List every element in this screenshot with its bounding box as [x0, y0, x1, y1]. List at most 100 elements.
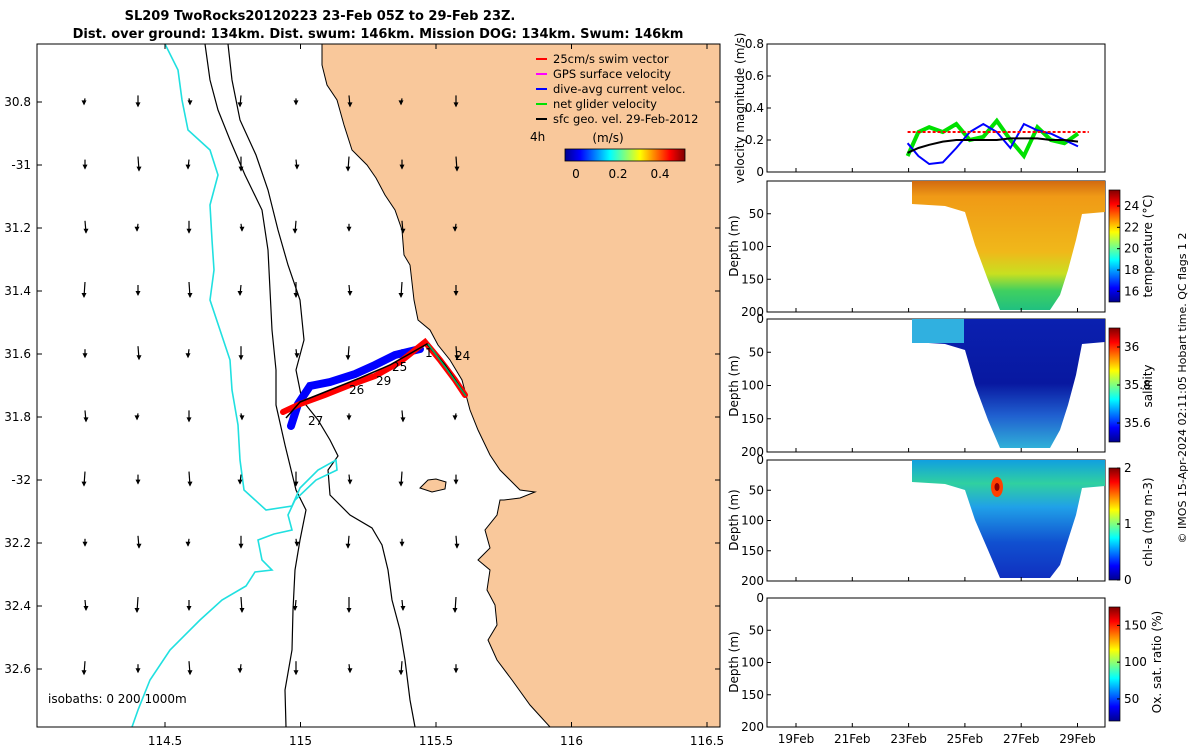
current-arrow	[83, 220, 89, 234]
lat-tick-label: 32.4	[4, 599, 31, 613]
current-arrow	[187, 281, 193, 298]
day-label: 27	[308, 414, 323, 428]
current-arrow	[135, 474, 141, 485]
current-arrow	[82, 538, 88, 547]
depth-tick-label: 100	[741, 514, 764, 528]
current-arrow	[81, 661, 87, 676]
current-arrow	[293, 471, 299, 487]
time-tick-label: 21Feb	[834, 732, 871, 746]
map-lat-ticks: 30.8 -31 31.2 31.4 31.6 31.8 -32 32.2 32.4 32.6	[4, 95, 720, 676]
temperature-section	[912, 181, 1105, 310]
depth-tick-label: 150	[741, 544, 764, 558]
current-arrow	[293, 98, 299, 106]
current-arrow	[185, 349, 191, 359]
current-arrow	[347, 664, 353, 674]
cb-tick-label: 20	[1124, 242, 1139, 256]
current-arrow	[345, 346, 351, 361]
current-arrow	[346, 413, 352, 421]
current-arrow	[400, 410, 406, 423]
time-tick-label: 25Feb	[947, 732, 984, 746]
depth-tick-label: 50	[749, 483, 764, 497]
depth-tick-label: 0	[756, 591, 764, 605]
cb-tick-label: 1	[1124, 517, 1132, 531]
vel-tick-label: 0.2	[745, 133, 764, 147]
time-tick-label: 23Feb	[890, 732, 927, 746]
lon-tick-label: 114.5	[148, 734, 182, 748]
temperature-ylabel: Depth (m)	[727, 215, 741, 276]
current-arrow	[237, 664, 243, 674]
temperature-cblabel: temperature (°C)	[1141, 195, 1155, 298]
current-arrow	[398, 281, 404, 298]
day-label: 29	[376, 374, 391, 388]
depth-tick-label: 150	[741, 272, 764, 286]
lat-tick-label: 32.2	[4, 536, 31, 550]
vel-tick-label: 0	[756, 165, 764, 179]
salinity-surface-patch	[912, 319, 964, 343]
map-island	[419, 478, 447, 493]
lat-tick-label: 30.8	[4, 95, 31, 109]
velocity-axes	[766, 43, 1106, 173]
current-arrow	[239, 223, 245, 232]
cb-tick-label: 150	[1124, 618, 1147, 632]
cb-tick-label: 35.6	[1124, 416, 1151, 430]
current-arrow	[398, 471, 404, 487]
depth-tick-label: 150	[741, 688, 764, 702]
map-land	[321, 44, 720, 727]
depth-tick-label: 50	[749, 207, 764, 221]
legend-label: 25cm/s swim vector	[553, 52, 669, 66]
current-arrow	[238, 535, 244, 549]
current-arrow	[238, 346, 244, 361]
depth-tick-label: 100	[741, 240, 764, 254]
current-arrow	[453, 285, 459, 296]
isobath-note: isobaths: 0 200 1000m	[48, 692, 187, 706]
oxygen-cblabel: Ox. sat. ratio (%)	[1150, 611, 1164, 713]
current-arrow	[452, 413, 458, 421]
velocity-line	[906, 122, 1079, 166]
velocity-ylabel: velocity magnitude (m/s)	[733, 33, 747, 184]
current-arrow	[187, 661, 193, 676]
current-arrow	[186, 600, 192, 611]
legend-label: net glider velocity	[553, 97, 657, 111]
current-arrow	[237, 95, 243, 108]
current-arrow	[347, 95, 353, 108]
depth-tick-label: 100	[741, 379, 764, 393]
current-arrow	[294, 349, 300, 359]
current-arrow	[187, 471, 193, 487]
cb-tick-label: 35.8	[1124, 378, 1151, 392]
current-arrow	[81, 281, 87, 298]
current-arrow	[238, 156, 244, 172]
vel-tick-label: 0.4	[745, 101, 764, 115]
current-arrow	[346, 223, 352, 232]
current-arrow	[453, 474, 459, 485]
current-arrow	[136, 535, 142, 549]
lon-tick-label: 116	[560, 734, 583, 748]
time-axis: 19Feb 21Feb 23Feb 25Feb 27Feb 29Feb	[778, 168, 1096, 746]
isobath-200m	[227, 44, 416, 727]
current-arrow	[81, 98, 87, 106]
colorbar-tick: 0	[572, 167, 580, 181]
day-label: 26	[349, 383, 364, 397]
isobath-1000m	[204, 44, 307, 727]
glider-track-green	[427, 343, 467, 397]
current-arrow	[400, 599, 406, 611]
day-label: 25	[392, 360, 407, 374]
current-arrow	[136, 346, 142, 361]
current-arrow	[237, 284, 243, 296]
legend-label: sfc geo. vel. 29-Feb-2012	[553, 112, 699, 126]
current-arrow	[454, 156, 460, 172]
cb-tick-label: 0	[1124, 573, 1132, 587]
map-panel: 1 24 25 26 29 27 30.8 -31 31.2 31.4 31.6 31.8…	[4, 43, 724, 748]
current-arrow	[293, 661, 299, 676]
map-frame	[36, 43, 721, 728]
cb-tick-label: 18	[1124, 263, 1139, 277]
current-arrow	[399, 159, 405, 170]
colorbar-unit: (m/s)	[592, 131, 623, 145]
depth-tick-label: 0	[756, 312, 764, 326]
depth-tick-label: 200	[741, 305, 764, 319]
depth-tick-label: 200	[741, 720, 764, 734]
current-arrow	[398, 661, 404, 676]
depth-tick-label: 50	[749, 345, 764, 359]
current-arrow	[345, 156, 351, 172]
depth-tick-label: 200	[741, 574, 764, 588]
